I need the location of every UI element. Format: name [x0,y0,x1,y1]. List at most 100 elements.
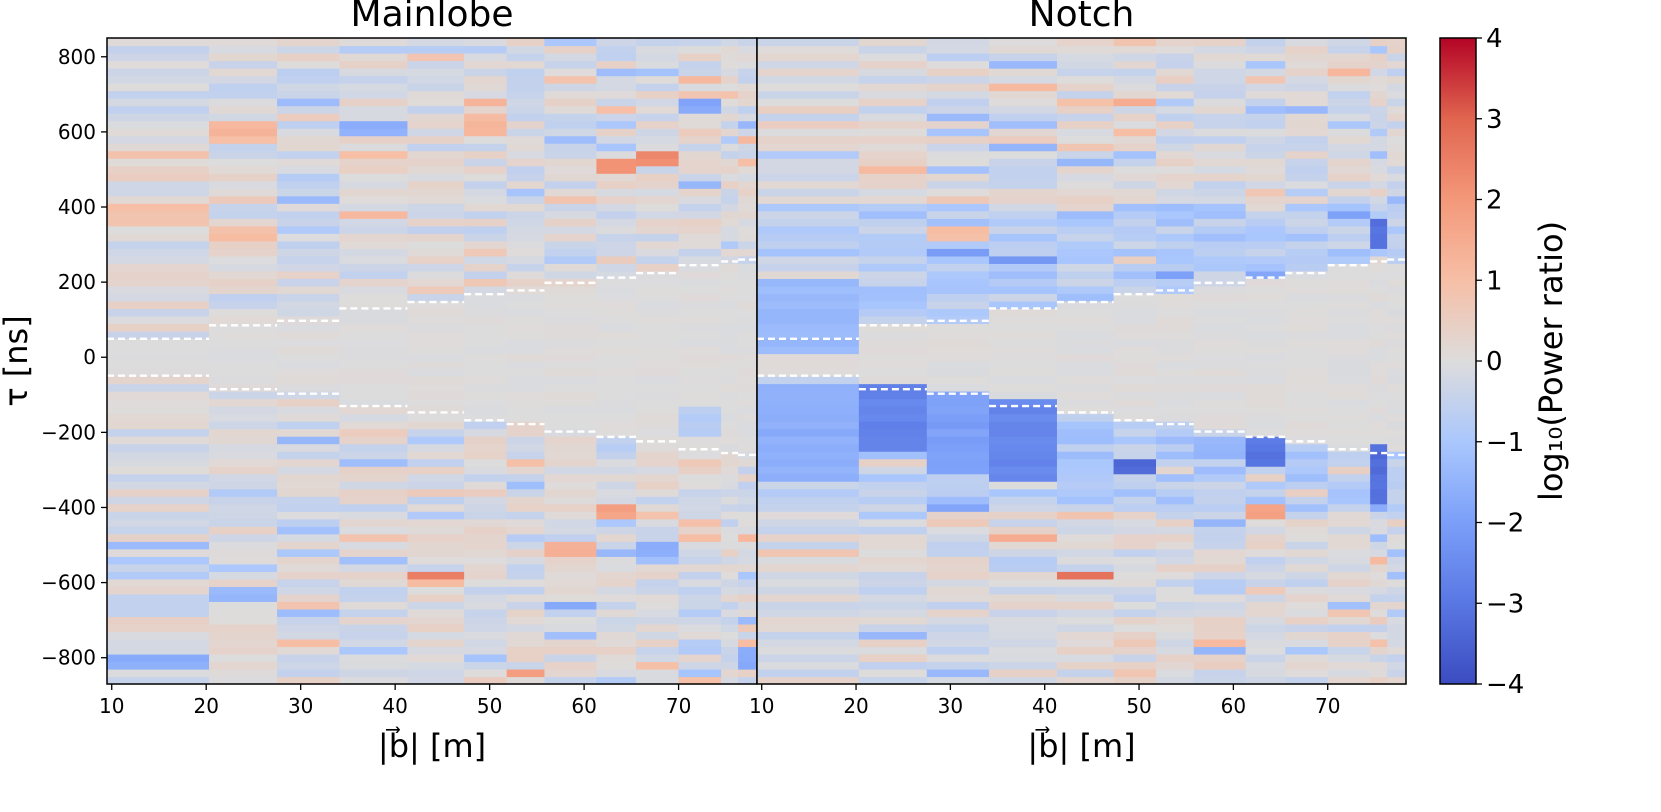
heatmap-cell [544,150,597,159]
heatmap-cell [464,406,508,415]
heatmap-cell [464,203,508,212]
heatmap-cell [339,255,409,264]
heatmap-cell [721,361,739,370]
heatmap-cell [1387,383,1407,392]
heatmap-cell [636,45,680,54]
heatmap-cell [1193,451,1247,460]
heatmap-cell [1113,646,1157,655]
heatmap-cell [596,541,637,550]
heatmap-cell [544,421,597,430]
heatmap-cell [339,518,409,527]
heatmap-cell [506,165,546,174]
heatmap-cell [926,60,990,69]
heatmap-cell [738,68,758,77]
heatmap-cell [1156,293,1195,302]
heatmap-cell [1113,293,1157,302]
heatmap-cell [1156,398,1195,407]
heatmap-cell [277,668,341,678]
heatmap-cell [596,623,637,633]
heatmap-cell [209,188,278,197]
heatmap-cell [926,173,990,182]
heatmap-cell [544,413,597,422]
heatmap-cell [407,218,465,227]
heatmap-cell [989,233,1058,242]
heatmap-cell [506,203,546,212]
heatmap-cell [544,270,597,279]
heatmap-cell [1193,541,1247,550]
x-tick-label: 20 [193,694,218,718]
heatmap-cell [858,638,928,648]
heatmap-cell [1370,98,1388,107]
heatmap-cell [926,53,990,62]
heatmap-cell [738,195,758,204]
heatmap-cell [636,413,680,422]
heatmap-cell [926,421,990,430]
heatmap-cell [1245,676,1286,685]
heatmap-cell [636,661,680,670]
heatmap-cell [636,608,680,617]
heatmap-cell [757,338,860,347]
heatmap-cell [1327,263,1371,272]
heatmap-cell [339,391,409,400]
heatmap-cell [1156,361,1195,370]
heatmap-cell [339,135,409,144]
heatmap-cell [596,676,637,685]
heatmap-cell [544,548,597,557]
heatmap-cell [1370,481,1388,490]
heatmap-cell [209,308,278,317]
heatmap-cell [1193,361,1247,370]
heatmap-cell [1370,293,1388,302]
heatmap-cell [407,413,465,422]
heatmap-cell [738,631,758,640]
heatmap-cell [721,623,739,633]
heatmap-cell [107,308,210,317]
heatmap-cell [1156,135,1195,144]
heatmap-cell [989,195,1058,204]
y-tick-label: −400 [41,495,96,519]
heatmap-cell [1113,496,1157,505]
heatmap-cell [926,308,990,317]
heatmap-cell [209,601,278,610]
heatmap-cell [926,406,990,415]
heatmap-cell [1245,75,1286,84]
heatmap-cell [1056,353,1115,362]
heatmap-cell [1056,406,1115,415]
heatmap-cell [209,113,278,122]
heatmap-cell [464,120,508,129]
heatmap-cell [107,345,210,355]
heatmap-cell [989,616,1058,625]
heatmap-cell [1056,38,1115,47]
heatmap-cell [926,210,990,219]
heatmap-cell [757,165,860,174]
heatmap-cell [721,518,739,527]
heatmap-cell [596,511,637,520]
heatmap-cell [636,548,680,557]
heatmap-cell [209,436,278,445]
heatmap-cell [544,563,597,572]
heatmap-cell [1056,90,1115,99]
heatmap-cell [721,571,739,580]
heatmap-cell [1370,278,1388,287]
heatmap-cell [544,255,597,264]
heatmap-cell [1327,195,1371,204]
heatmap-cell [1387,646,1407,655]
heatmap-cell [1285,45,1329,54]
heatmap-cell [636,225,680,234]
heatmap-cell [757,466,860,475]
heatmap-cell [1113,353,1157,362]
heatmap-cell [858,83,928,92]
heatmap-cell [506,413,546,422]
heatmap-cell [1113,548,1157,557]
heatmap-cell [738,218,758,227]
heatmap-cell [1327,601,1371,610]
heatmap-cell [1285,128,1329,137]
heatmap-cell [926,195,990,204]
heatmap-cell [464,113,508,122]
heatmap-cell [678,406,722,415]
heatmap-cell [1285,233,1329,242]
heatmap-cell [1193,623,1247,633]
heatmap-cell [506,308,546,317]
heatmap-cell [636,646,680,655]
heatmap-cell [277,315,341,325]
